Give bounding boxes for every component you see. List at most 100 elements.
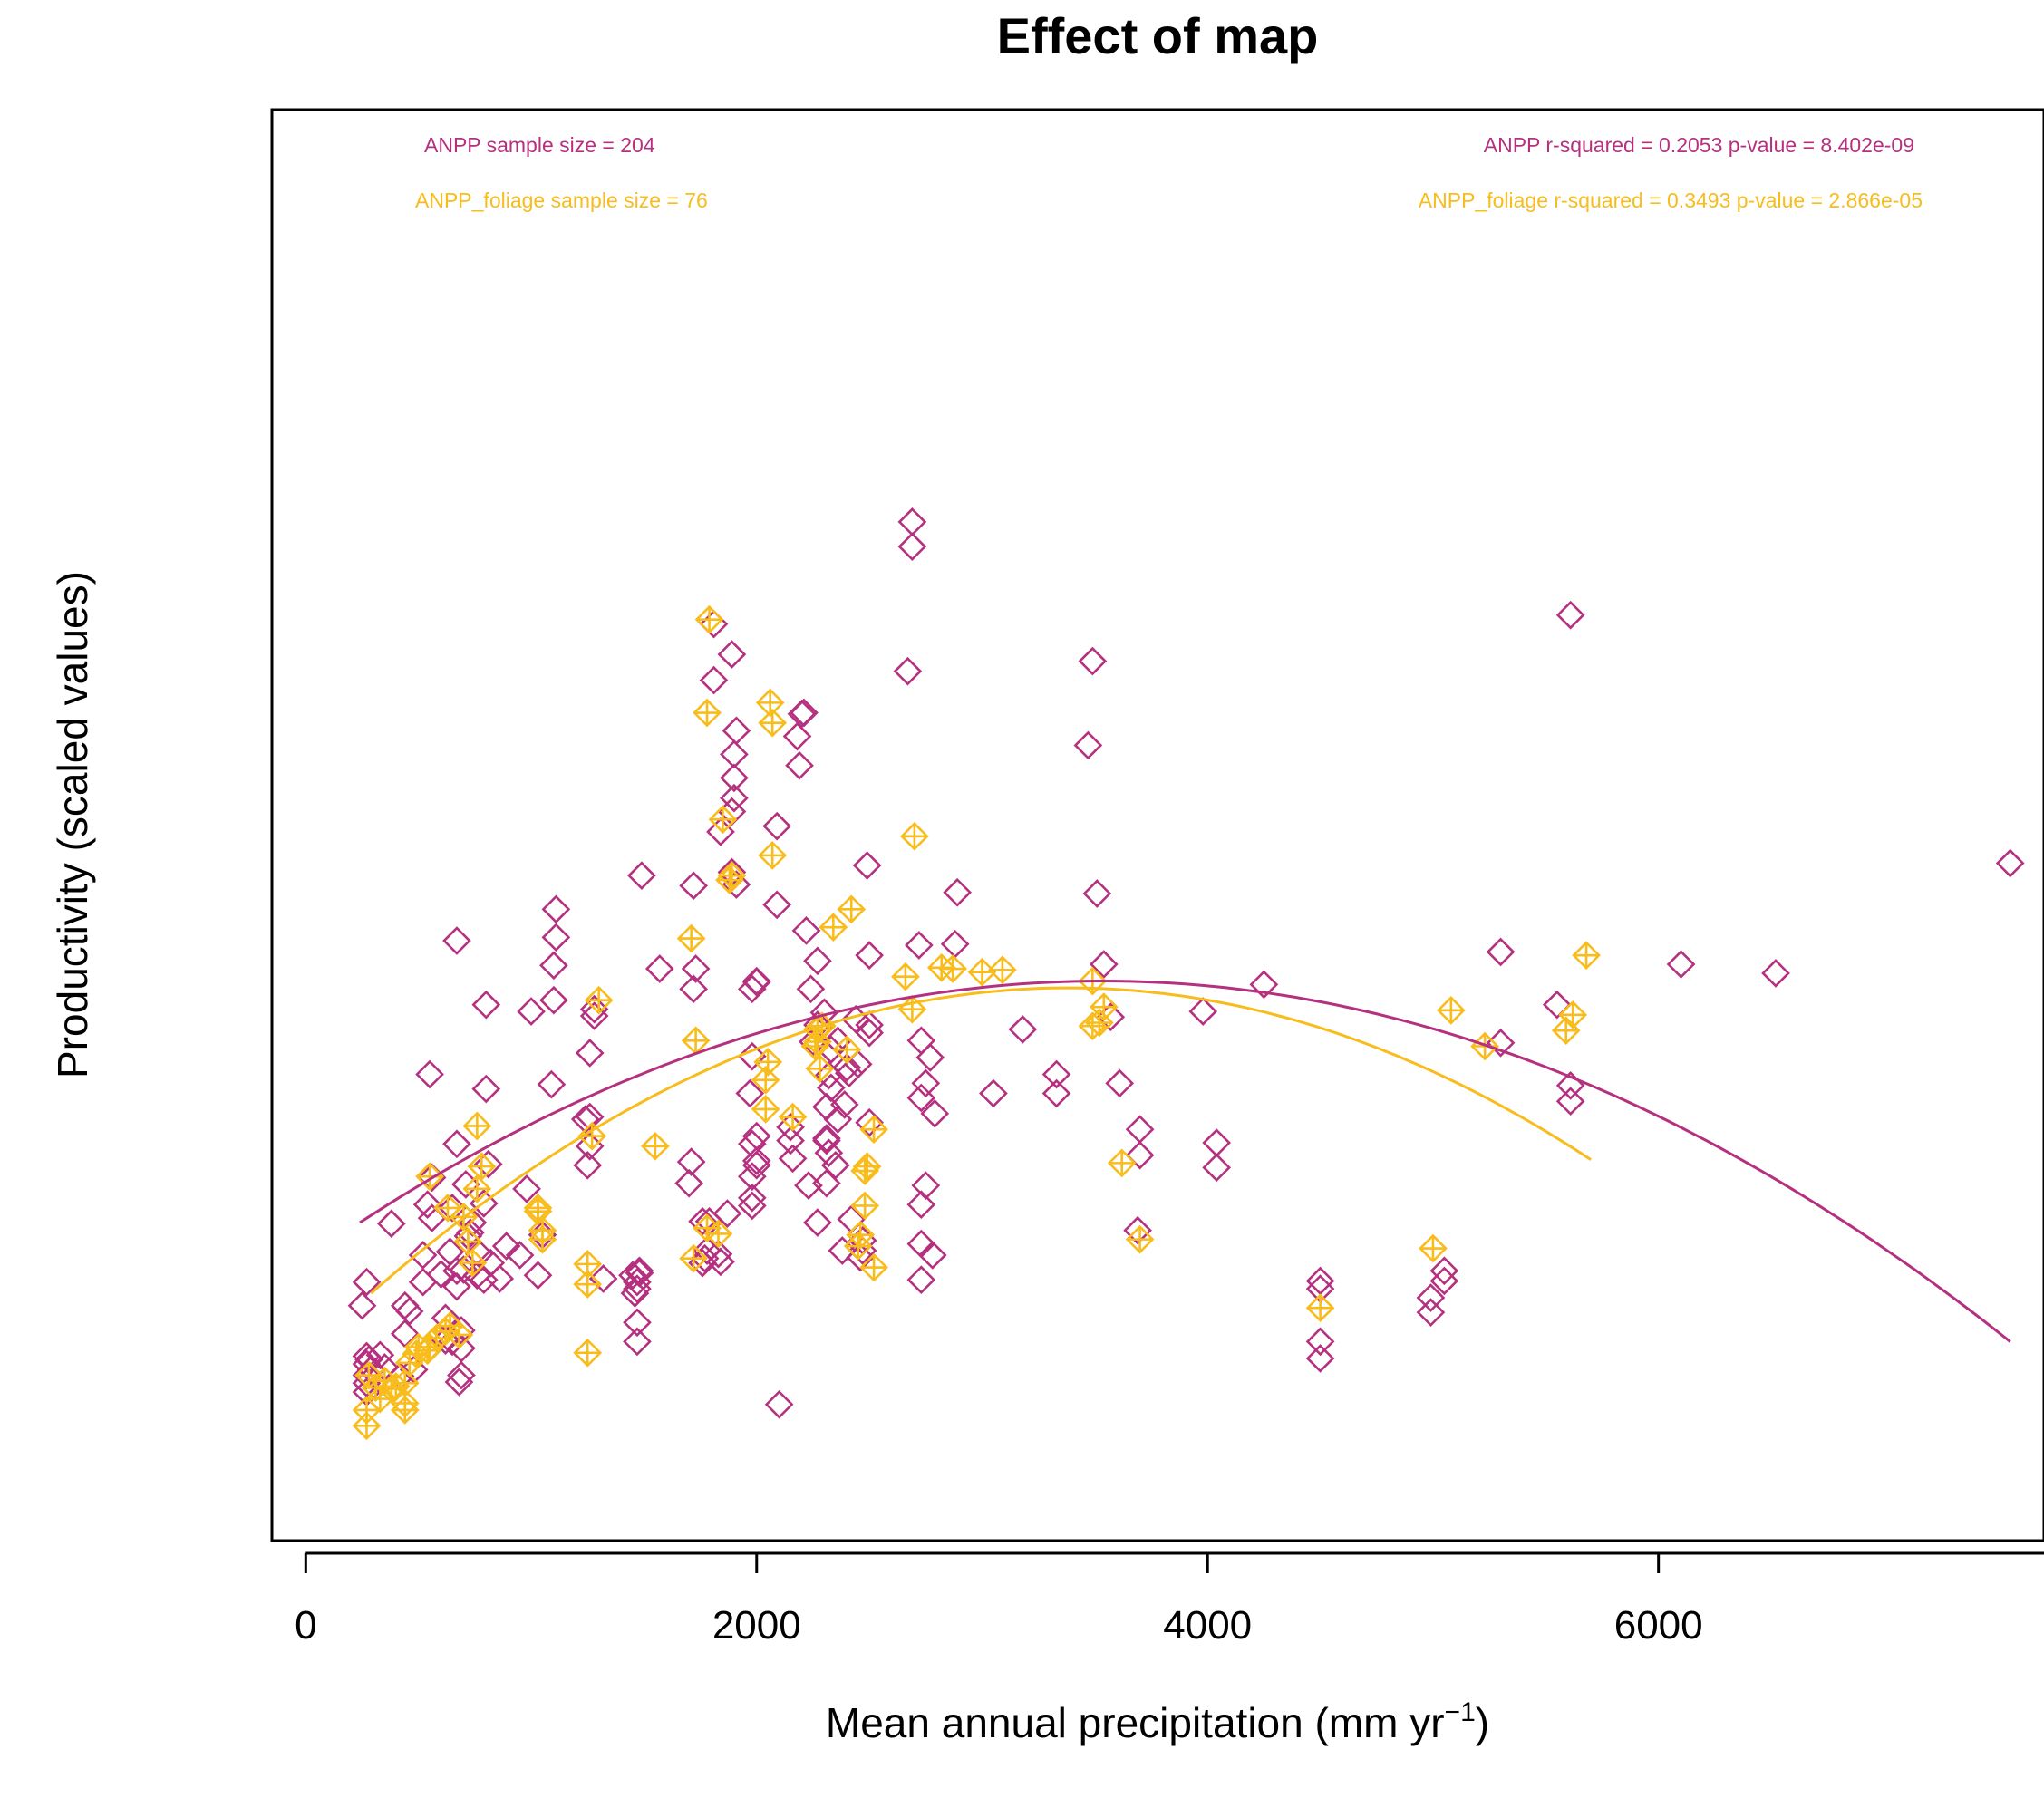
anpp-data-point — [911, 1171, 941, 1200]
anpp-data-point — [1041, 1059, 1071, 1089]
anpp-data-point — [720, 783, 749, 813]
foliage-data-point — [1419, 1233, 1448, 1263]
anpp-data-point — [735, 1078, 765, 1108]
anpp-data-point — [897, 507, 927, 536]
anpp-data-point — [588, 1264, 618, 1293]
chart-title: Effect of map — [997, 7, 1319, 64]
foliage-data-point — [751, 1095, 780, 1124]
foliage-data-point — [1558, 1000, 1587, 1029]
foliage-data-point — [1305, 1293, 1335, 1323]
anpp-data-point — [917, 1241, 947, 1270]
anpp-series — [347, 507, 2025, 1419]
plot-frame — [270, 108, 2044, 1542]
foliage-data-point — [891, 962, 920, 991]
anpp-data-point — [855, 1010, 884, 1039]
anpp-data-point — [737, 1183, 767, 1213]
anpp-data-point — [791, 916, 821, 945]
anpp-data-point — [1429, 1256, 1459, 1286]
anpp-data-point — [1125, 1115, 1155, 1145]
anpp-data-point — [390, 1290, 420, 1320]
anpp-fit-curve — [359, 979, 2011, 1343]
anpp-data-point — [915, 1043, 945, 1072]
anpp-data-point — [1305, 1344, 1335, 1373]
anpp-data-point — [855, 1018, 884, 1048]
anpp-data-point — [676, 1147, 706, 1176]
anpp-data-point — [817, 1073, 846, 1103]
foliage-data-point — [1107, 1148, 1137, 1178]
foliage-data-point — [758, 708, 788, 738]
anpp-data-point — [1105, 1068, 1135, 1098]
anpp-data-point — [699, 665, 729, 695]
foliage-data-point — [1437, 996, 1466, 1025]
anpp-data-point — [1041, 1078, 1071, 1108]
anpp-data-point — [905, 931, 934, 960]
foliage-data-point — [573, 1250, 603, 1279]
anpp-data-point — [627, 861, 656, 891]
anpp-data-point — [1429, 1266, 1459, 1296]
foliage-data-point — [1125, 1224, 1155, 1254]
anpp-data-point — [451, 1170, 480, 1199]
foliage-data-point — [805, 1054, 835, 1084]
anpp-data-point — [442, 1129, 471, 1159]
anpp-data-point — [365, 1340, 395, 1370]
anpp-data-point — [674, 1168, 703, 1198]
anpp-data-point — [762, 890, 791, 920]
foliage-data-point — [900, 821, 929, 851]
anpp-data-point — [737, 974, 767, 1004]
anpp-data-point — [485, 1264, 515, 1293]
anpp-data-point — [1555, 600, 1585, 630]
foliage-data-point — [758, 841, 788, 870]
foliage-data-point — [467, 1152, 497, 1181]
anpp-data-point — [741, 1146, 771, 1175]
anpp-data-point — [505, 1241, 535, 1270]
foliage-series — [352, 604, 1601, 1441]
anpp-data-point — [376, 1209, 406, 1239]
foliage-fit-curve — [370, 986, 1592, 1295]
anpp-data-point — [1082, 879, 1112, 908]
anpp-data-point — [820, 1151, 850, 1180]
y-axis-title: Productivity (scaled values) — [49, 571, 96, 1078]
foliage-data-point — [462, 1111, 492, 1141]
series-layer — [347, 507, 2025, 1441]
anpp-data-point — [776, 1126, 805, 1155]
anpp-data-point — [644, 954, 674, 983]
foliage-data-point — [433, 1194, 462, 1223]
anpp-data-point — [352, 1267, 382, 1297]
anpp-data-point — [1486, 937, 1516, 967]
anpp-data-point — [579, 994, 609, 1024]
anpp-data-point — [442, 926, 471, 955]
foliage-data-point — [376, 1374, 406, 1404]
anpp-data-point — [570, 1105, 600, 1134]
anpp-data-point — [539, 985, 568, 1015]
foliage-data-point — [703, 1219, 733, 1249]
anpp-data-point — [737, 1191, 767, 1221]
anpp-data-point — [812, 1126, 841, 1155]
anpp-data-point — [523, 1261, 553, 1290]
anpp-data-point — [843, 1049, 873, 1079]
foliage-data-point — [390, 1388, 420, 1418]
anpp-data-point — [717, 640, 747, 669]
anpp-data-point — [412, 1190, 442, 1220]
foliage-data-point — [573, 1338, 603, 1368]
x-axis-title: Mean annual precipitation (mm yr−1) — [826, 1697, 1489, 1746]
anpp-data-point — [737, 1162, 767, 1192]
anpp-data-point — [1249, 970, 1279, 1000]
anpp-data-point — [722, 716, 751, 746]
anpp-data-point — [1486, 1028, 1516, 1058]
anpp-data-point — [834, 1058, 864, 1088]
foliage-data-point — [694, 604, 724, 634]
x-axis-title-superscript: −1 — [1445, 1697, 1476, 1727]
anpp-data-point — [1078, 646, 1108, 676]
foliage-data-point — [938, 954, 967, 983]
anpp-data-point — [1542, 990, 1572, 1020]
anpp-data-point — [688, 1206, 717, 1236]
foliage-data-point — [717, 861, 747, 891]
x-axis: 0 2000 4000 6000 — [295, 1551, 2044, 1648]
x-tick-label: 2000 — [712, 1603, 801, 1648]
foliage-data-point — [458, 1248, 488, 1278]
foliage-data-point — [846, 1220, 876, 1250]
foliage-data-point — [832, 1035, 862, 1065]
anpp-data-point — [778, 1144, 808, 1174]
anpp-data-point — [1416, 1283, 1446, 1312]
